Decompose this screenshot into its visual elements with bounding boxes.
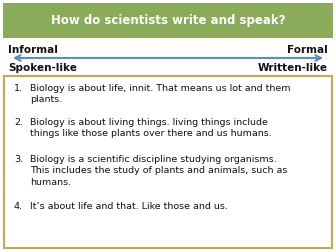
Text: Spoken-like: Spoken-like	[8, 63, 77, 73]
Text: 3.: 3.	[14, 155, 23, 164]
Text: Written-like: Written-like	[258, 63, 328, 73]
Text: It’s about life and that. Like those and us.: It’s about life and that. Like those and…	[30, 202, 228, 211]
Text: Biology is a scientific discipline studying organisms.
This includes the study o: Biology is a scientific discipline study…	[30, 155, 287, 187]
Bar	[3, 3, 333, 38]
Text: 2.: 2.	[14, 118, 23, 127]
Text: Biology is about living things. living things include
things like those plants o: Biology is about living things. living t…	[30, 118, 272, 138]
Text: 4.: 4.	[14, 202, 23, 211]
Text: Biology is about life, innit. That means us lot and them
plants.: Biology is about life, innit. That means…	[30, 84, 291, 104]
Bar	[4, 76, 332, 248]
Text: 1.: 1.	[14, 84, 23, 93]
Text: How do scientists write and speak?: How do scientists write and speak?	[51, 14, 285, 27]
Text: Informal: Informal	[8, 45, 58, 55]
Text: Formal: Formal	[287, 45, 328, 55]
